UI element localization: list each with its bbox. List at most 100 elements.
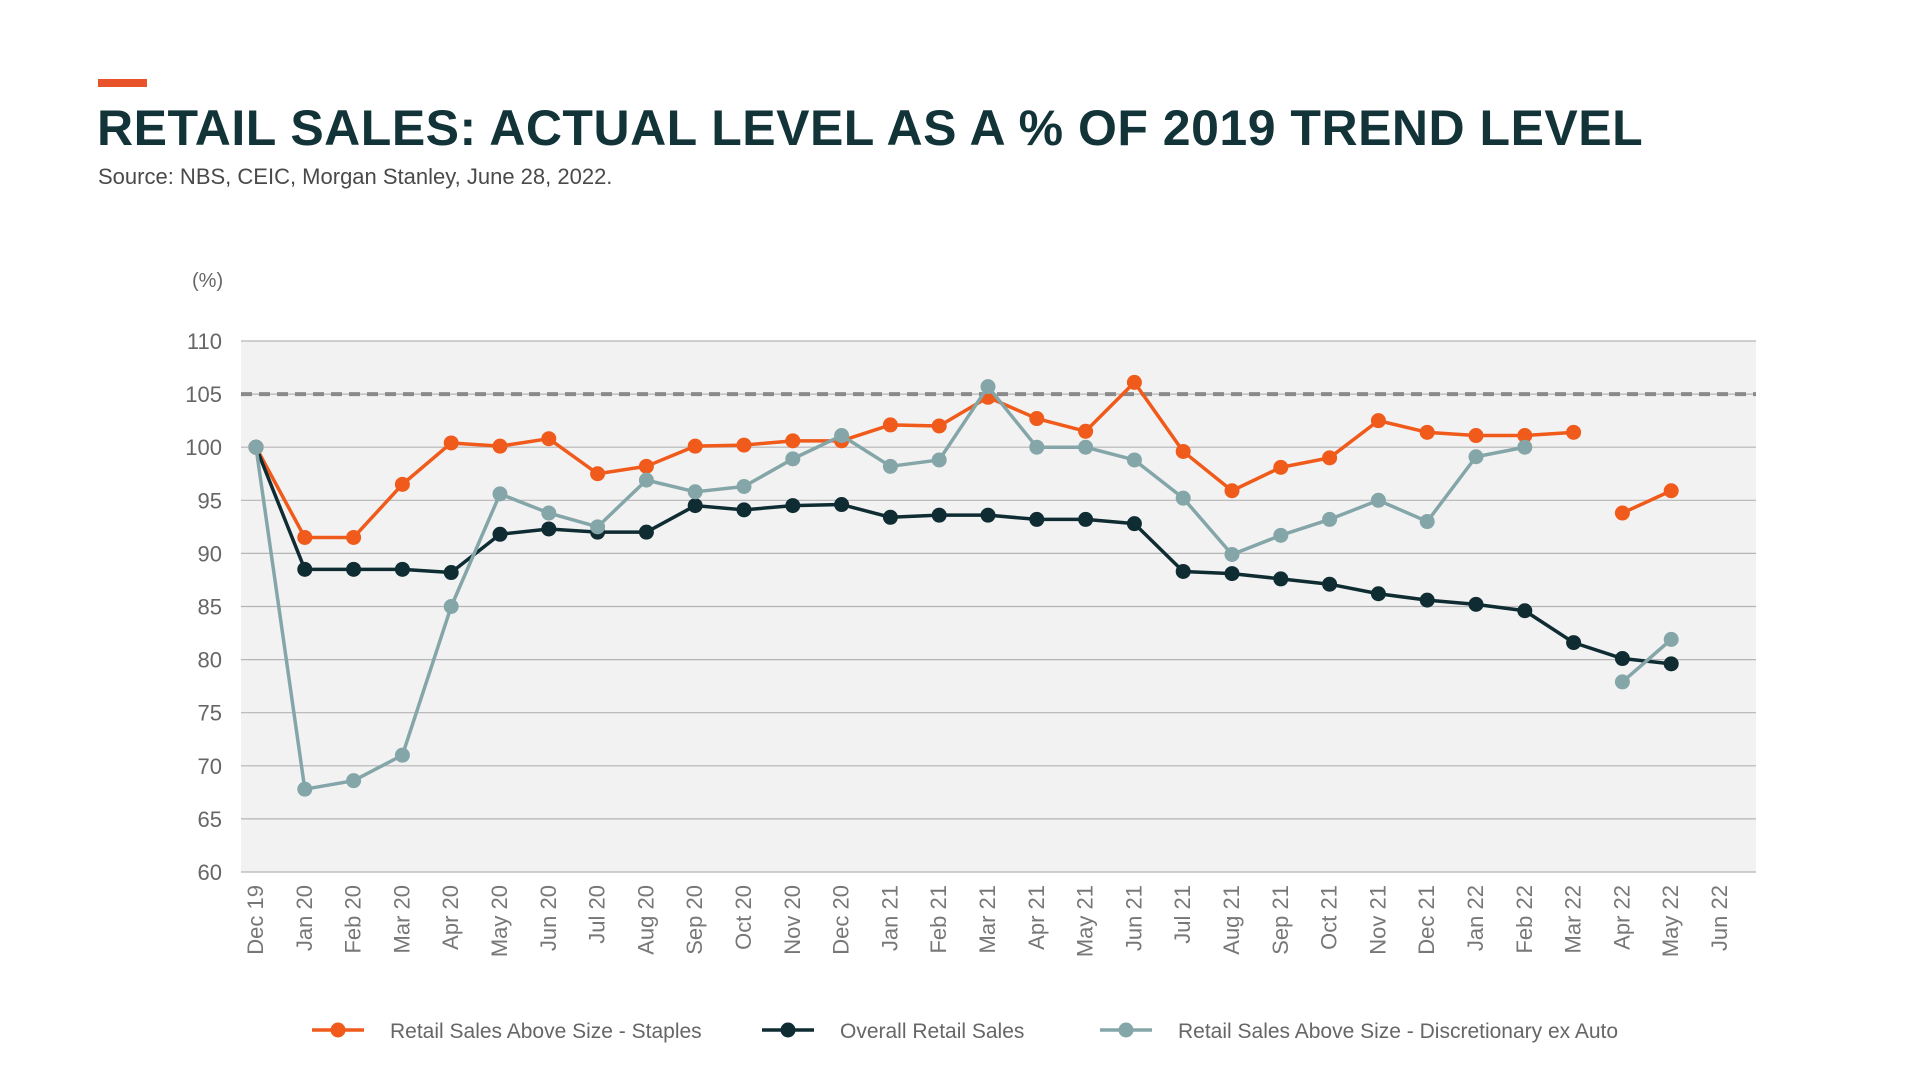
legend-item-0: Retail Sales Above Size - Staples <box>312 1020 702 1043</box>
x-tick-label: Aug 21 <box>1219 885 1244 955</box>
data-point <box>1663 656 1679 672</box>
data-point <box>541 505 557 521</box>
y-axis-label: (%) <box>192 270 223 292</box>
data-point <box>1078 423 1094 439</box>
data-point <box>1078 511 1094 527</box>
y-tick-label: 100 <box>185 435 222 460</box>
x-tick-label: Nov 20 <box>780 885 805 955</box>
data-point <box>736 437 752 453</box>
y-tick-label: 75 <box>198 701 222 726</box>
data-point <box>1566 635 1582 651</box>
data-point <box>541 521 557 537</box>
data-point <box>1419 514 1435 530</box>
legend-item-1: Overall Retail Sales <box>762 1020 1024 1043</box>
x-tick-label: May 20 <box>487 885 512 957</box>
data-point <box>931 418 947 434</box>
data-point <box>297 781 313 797</box>
data-point <box>931 452 947 468</box>
data-point <box>687 438 703 454</box>
data-point <box>1029 511 1045 527</box>
data-point <box>1175 490 1191 506</box>
legend-swatch-marker <box>1118 1022 1134 1038</box>
x-tick-label: Mar 20 <box>389 885 414 953</box>
x-tick-label: Sep 20 <box>682 885 707 955</box>
data-point <box>297 529 313 545</box>
data-point <box>1370 413 1386 429</box>
data-point <box>638 458 654 474</box>
legend-item-2: Retail Sales Above Size - Discretionary … <box>1100 1020 1618 1043</box>
series-line <box>254 446 1672 666</box>
x-tick-label: Feb 22 <box>1512 885 1537 954</box>
x-tick-label: Feb 20 <box>341 885 366 954</box>
series-line <box>1621 489 1672 515</box>
data-point <box>1468 449 1484 465</box>
y-tick-label: 85 <box>198 595 222 620</box>
data-point <box>1224 546 1240 562</box>
x-tick-label: Dec 19 <box>243 885 268 955</box>
data-point <box>1126 374 1142 390</box>
x-tick-label: Jan 22 <box>1463 885 1488 951</box>
title-accent-bar <box>98 79 147 87</box>
y-tick-label: 105 <box>185 382 222 407</box>
data-point <box>1224 483 1240 499</box>
y-axis-ticks: 60 65 70 75 80 85 90 95 100 105 110 <box>185 329 222 885</box>
data-point <box>1614 674 1630 690</box>
data-point <box>1322 576 1338 592</box>
data-point <box>443 435 459 451</box>
x-tick-label: Mar 21 <box>975 885 1000 953</box>
x-tick-label: Sep 21 <box>1268 885 1293 955</box>
data-point <box>1419 592 1435 608</box>
data-point <box>1273 527 1289 543</box>
data-point <box>1224 566 1240 582</box>
y-tick-label: 80 <box>198 648 222 673</box>
data-point <box>687 498 703 514</box>
data-point <box>297 561 313 577</box>
data-point <box>443 599 459 614</box>
data-point <box>1273 459 1289 475</box>
data-point <box>785 451 801 467</box>
x-tick-label: May 22 <box>1658 885 1683 957</box>
data-point <box>1029 411 1045 427</box>
x-tick-label: Oct 21 <box>1317 885 1342 950</box>
data-point <box>590 519 606 535</box>
data-point <box>1322 511 1338 527</box>
data-point <box>785 433 801 449</box>
data-point <box>1126 452 1142 468</box>
data-point <box>1468 428 1484 444</box>
y-tick-label: 110 <box>187 329 222 354</box>
x-tick-label: Jul 21 <box>1170 885 1195 944</box>
data-point <box>1419 424 1435 440</box>
data-point <box>1370 492 1386 508</box>
y-tick-label: 90 <box>198 541 222 566</box>
data-point <box>492 526 508 542</box>
series-2 <box>248 379 1679 797</box>
data-point <box>1517 603 1533 619</box>
x-tick-label: Dec 21 <box>1414 885 1439 955</box>
data-point <box>1663 483 1679 499</box>
data-point <box>590 466 606 482</box>
data-point <box>882 509 898 525</box>
x-tick-label: Feb 21 <box>926 885 951 954</box>
x-tick-label: Nov 21 <box>1365 885 1390 955</box>
data-point <box>1566 424 1582 440</box>
y-tick-label: 95 <box>198 488 222 513</box>
data-point <box>1126 516 1142 532</box>
chart-title: RETAIL SALES: ACTUAL LEVEL AS A % OF 201… <box>97 100 1644 156</box>
data-point <box>1175 563 1191 579</box>
data-point <box>1614 505 1630 521</box>
series-line <box>254 380 1574 540</box>
data-point <box>834 428 850 444</box>
legend-label: Overall Retail Sales <box>840 1020 1024 1043</box>
data-point <box>980 507 996 523</box>
legend-label: Retail Sales Above Size - Discretionary … <box>1178 1020 1618 1043</box>
data-point <box>541 431 557 447</box>
y-tick-label: 60 <box>198 860 222 885</box>
y-tick-label: 70 <box>198 754 222 779</box>
data-point <box>931 507 947 523</box>
data-point <box>1175 443 1191 459</box>
x-tick-label: Jun 21 <box>1121 885 1146 951</box>
x-axis-ticks: Dec 19 Jan 20 Feb 20 Mar 20 Apr 20 May 20 Jun … <box>243 885 1732 957</box>
data-point <box>492 438 508 454</box>
data-point <box>1614 651 1630 667</box>
